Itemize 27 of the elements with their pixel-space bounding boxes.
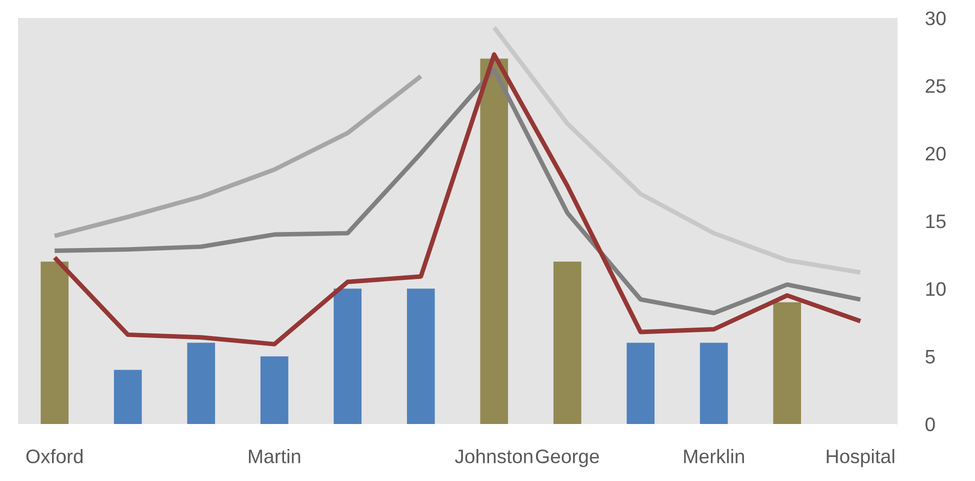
bar [773, 302, 802, 424]
x-tick-label: Oxford [26, 449, 83, 464]
bar [626, 342, 655, 424]
line-series [52, 52, 863, 346]
y-tick-label: 25 [926, 79, 946, 93]
y-tick-label: 5 [926, 350, 935, 364]
y-tick-label: 20 [926, 146, 946, 161]
bar [406, 288, 435, 424]
line-series [52, 74, 424, 238]
y-tick-label: 0 [926, 417, 935, 432]
x-tick-label: Merklin [684, 449, 744, 464]
y-tick-label: 30 [926, 11, 946, 26]
x-tick-label: Martin [248, 449, 300, 464]
bar [114, 370, 142, 424]
y-tick-label: 10 [926, 282, 946, 296]
y-tick-label: 15 [926, 214, 946, 228]
bar [40, 262, 69, 424]
bar [700, 342, 728, 424]
x-tick-label: George [536, 450, 599, 468]
bar [480, 58, 508, 424]
bar [187, 342, 216, 424]
x-tick-label: Hospital [826, 449, 894, 468]
line-series [492, 25, 863, 275]
bar [553, 262, 582, 424]
bar [260, 356, 288, 424]
bar [334, 288, 362, 424]
x-tick-label: Johnston [454, 449, 532, 464]
